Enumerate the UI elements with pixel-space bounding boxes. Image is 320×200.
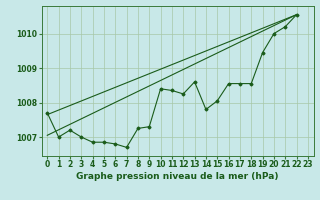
X-axis label: Graphe pression niveau de la mer (hPa): Graphe pression niveau de la mer (hPa) xyxy=(76,172,279,181)
